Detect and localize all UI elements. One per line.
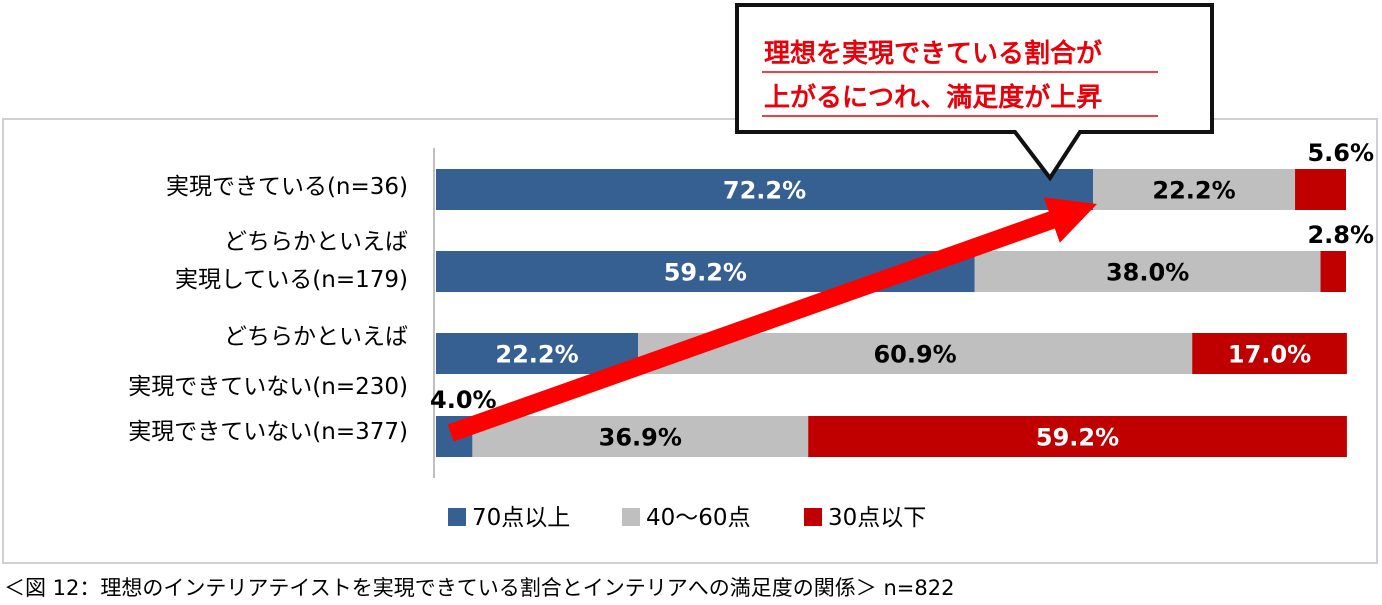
category-label-4: 実現できていない(n=377) [128, 419, 408, 445]
legend-swatch-3 [804, 508, 822, 526]
callout-text-line-2: 上がるにつれ、満足度が上昇 [764, 82, 1102, 113]
category-label-1: 実現できている(n=36) [165, 174, 408, 200]
trend-arrow [447, 197, 1097, 442]
data-label-r1-s3: 5.6% [1307, 139, 1374, 167]
bar-segment-r1-s1 [436, 169, 1094, 210]
data-label-r2-s1: 59.2% [664, 259, 747, 287]
category-label-2: どちらかといえば 実現している(n=179) [174, 229, 408, 293]
data-label-r1-s1: 72.2% [723, 177, 806, 205]
legend-label-3: 30点以下 [828, 505, 926, 531]
data-label-r4-s2: 36.9% [599, 424, 682, 452]
data-label-r4-s1: 4.0% [430, 386, 497, 414]
bar-segment-r2-s2 [974, 251, 1321, 292]
data-label-r3-s1: 22.2% [495, 341, 578, 369]
bar-segment-r4-s3 [808, 416, 1347, 457]
data-label-r4-s3: 59.2% [1036, 424, 1119, 452]
bar-segment-r3-s1 [436, 333, 639, 374]
data-label-r3-s3: 17.0% [1228, 341, 1311, 369]
callout-text-line-1: 理想を実現できている割合が [764, 38, 1102, 69]
data-label-r1-s2: 22.2% [1152, 177, 1235, 205]
bar-segment-r4-s2 [472, 416, 809, 457]
bar-segment-r1-s2 [1093, 169, 1296, 210]
legend-label-1: 70点以上 [472, 505, 570, 531]
bar-segment-r2-s3 [1320, 251, 1346, 292]
figure-caption: ＜図 12：理想のインテリアテイストを実現できている割合とインテリアへの満足度の… [4, 576, 955, 600]
legend-label-2: 40〜60点 [646, 505, 751, 531]
data-label-r2-s2: 38.0% [1106, 259, 1189, 287]
bar-segment-r3-s3 [1192, 333, 1347, 374]
callout-box [735, 3, 1214, 182]
legend-swatch-1 [448, 508, 466, 526]
data-label-r3-s2: 60.9% [873, 341, 956, 369]
category-label-3: どちらかといえば 実現できていない(n=230) [128, 324, 408, 400]
bar-segment-r1-s3 [1295, 169, 1346, 210]
data-label-r2-s3: 2.8% [1307, 221, 1374, 249]
legend-swatch-2 [622, 508, 640, 526]
